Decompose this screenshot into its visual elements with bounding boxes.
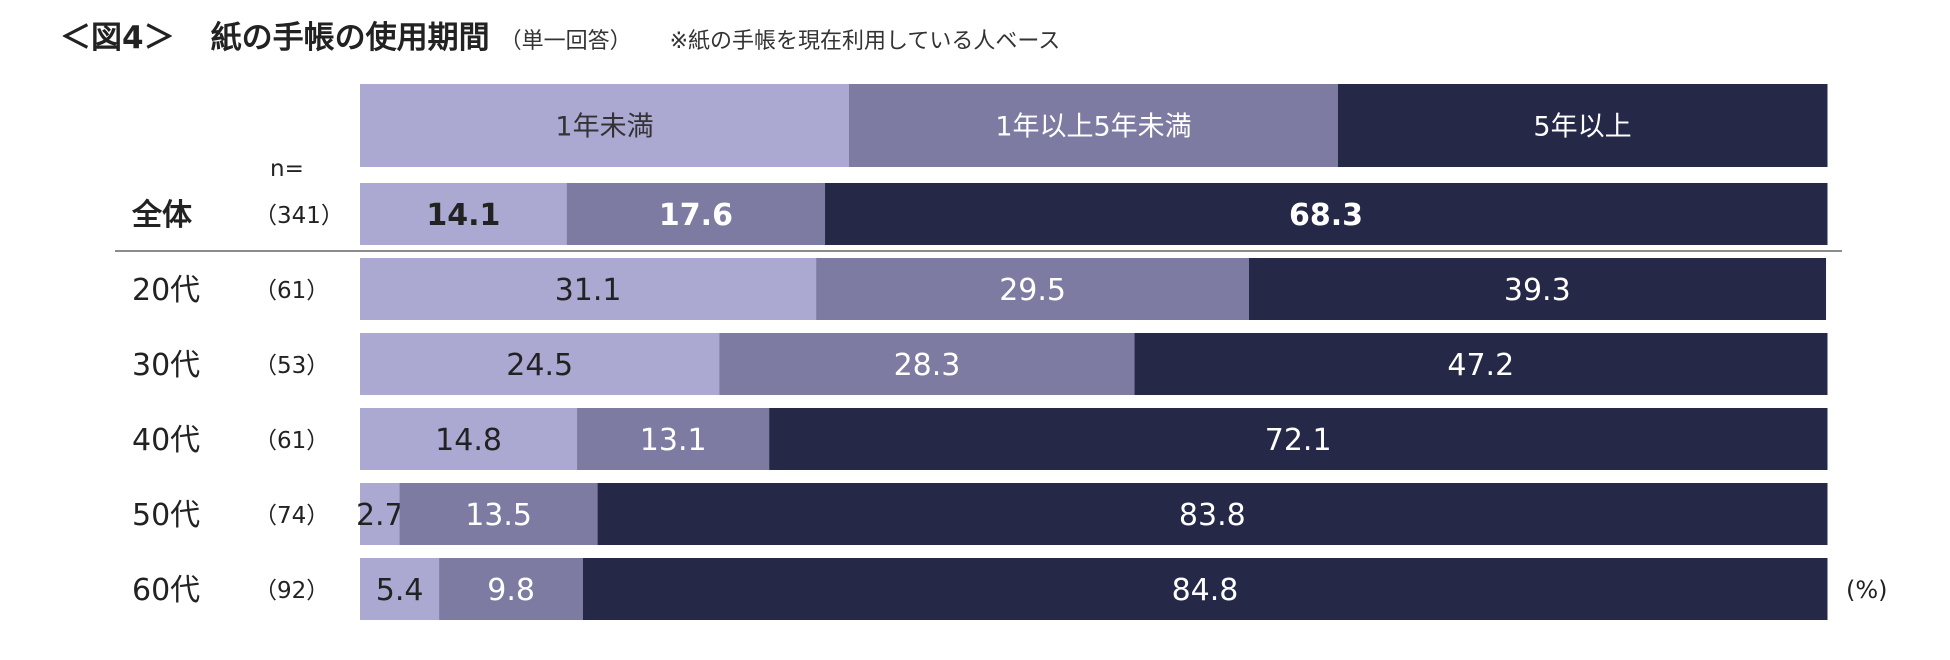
bar-segment-1 — [360, 558, 440, 620]
data-label: 5.4 — [376, 573, 424, 608]
category-label: 60代 — [132, 573, 200, 608]
category-label: 50代 — [132, 498, 200, 533]
data-label: 72.1 — [1265, 423, 1332, 458]
base-note: ※紙の手帳を現在利用している人ベース — [669, 29, 1061, 54]
bar-segment-1 — [360, 483, 401, 545]
data-label: 17.6 — [659, 198, 733, 233]
bar-segment-3 — [769, 408, 1828, 470]
unit-label: (%) — [1846, 576, 1888, 604]
bar-row-5: 50代 （74） 2.7 13.5 83.8 — [132, 483, 1828, 545]
data-label: 2.7 — [356, 498, 404, 533]
bar-row-2: 20代 （61） 31.1 29.5 39.3 — [132, 258, 1827, 320]
bar-segment-3 — [597, 483, 1828, 545]
bar-segment-1 — [360, 183, 568, 245]
category-label: 30代 — [132, 348, 200, 383]
data-label: 31.1 — [555, 273, 622, 308]
bar-segment-2 — [566, 183, 826, 245]
data-label: 13.5 — [465, 498, 532, 533]
bar-segment-1 — [360, 333, 720, 395]
category-label: 40代 — [132, 423, 200, 458]
category-label: 全体 — [131, 198, 193, 233]
sample-size-header: n= — [270, 156, 304, 182]
data-label: 68.3 — [1289, 198, 1363, 233]
legend-label-1: 1年未満 — [555, 112, 653, 143]
bar-segment-1 — [360, 408, 578, 470]
bar-row-3: 30代 （53） 24.5 28.3 47.2 — [132, 333, 1828, 395]
data-label: 14.1 — [426, 198, 500, 233]
bar-segment-2 — [439, 558, 584, 620]
data-label: 47.2 — [1447, 348, 1514, 383]
data-label: 84.8 — [1172, 573, 1239, 608]
bar-segment-1 — [360, 258, 817, 320]
chart-title: 紙の手帳の使用期間 — [210, 20, 490, 56]
data-label: 14.8 — [435, 423, 502, 458]
bar-segment-3 — [582, 558, 1828, 620]
bar-segment-2 — [399, 483, 599, 545]
bar-rows: 全体 （341） 14.1 17.6 68.3 20代 （61） 31.1 29.5 39.3 30… — [131, 183, 1828, 620]
bar-row-1: 全体 （341） 14.1 17.6 68.3 — [131, 183, 1828, 245]
sample-size-label: （92） — [254, 578, 329, 604]
data-label: 83.8 — [1179, 498, 1246, 533]
bar-segment-2 — [577, 408, 770, 470]
chart-title-line: ＜図4＞ 紙の手帳の使用期間 （単一回答） ※紙の手帳を現在利用している人ベース — [60, 12, 1060, 68]
legend-label-3: 5年以上 — [1533, 112, 1631, 143]
bar-segment-3 — [825, 183, 1828, 245]
sample-size-label: （341） — [254, 203, 344, 229]
sample-size-label: （74） — [254, 503, 329, 529]
legend: 1年未満 1年以上5年未満 5年以上 — [360, 84, 1828, 167]
category-label: 20代 — [132, 273, 200, 308]
bar-segment-2 — [816, 258, 1250, 320]
data-label: 24.5 — [506, 348, 573, 383]
sample-size-label: （53） — [254, 353, 329, 379]
bar-segment-2 — [719, 333, 1136, 395]
figure-number: ＜図4＞ — [60, 20, 175, 56]
sample-size-label: （61） — [254, 428, 329, 454]
data-label: 28.3 — [894, 348, 961, 383]
chart-subtitle: （単一回答） — [499, 29, 632, 54]
legend-swatch-2 — [849, 84, 1339, 167]
data-label: 9.8 — [487, 573, 535, 608]
data-label: 39.3 — [1504, 273, 1571, 308]
data-label: 29.5 — [999, 273, 1066, 308]
legend-swatch-3 — [1338, 84, 1828, 167]
data-label: 13.1 — [640, 423, 707, 458]
bar-row-4: 40代 （61） 14.8 13.1 72.1 — [132, 408, 1828, 470]
bar-segment-3 — [1134, 333, 1828, 395]
bar-row-6: 60代 （92） 5.4 9.8 84.8 — [132, 558, 1828, 620]
bar-segment-3 — [1249, 258, 1827, 320]
legend-swatch-1 — [360, 84, 850, 167]
legend-label-2: 1年以上5年未満 — [995, 112, 1191, 143]
sample-size-label: （61） — [254, 278, 329, 304]
